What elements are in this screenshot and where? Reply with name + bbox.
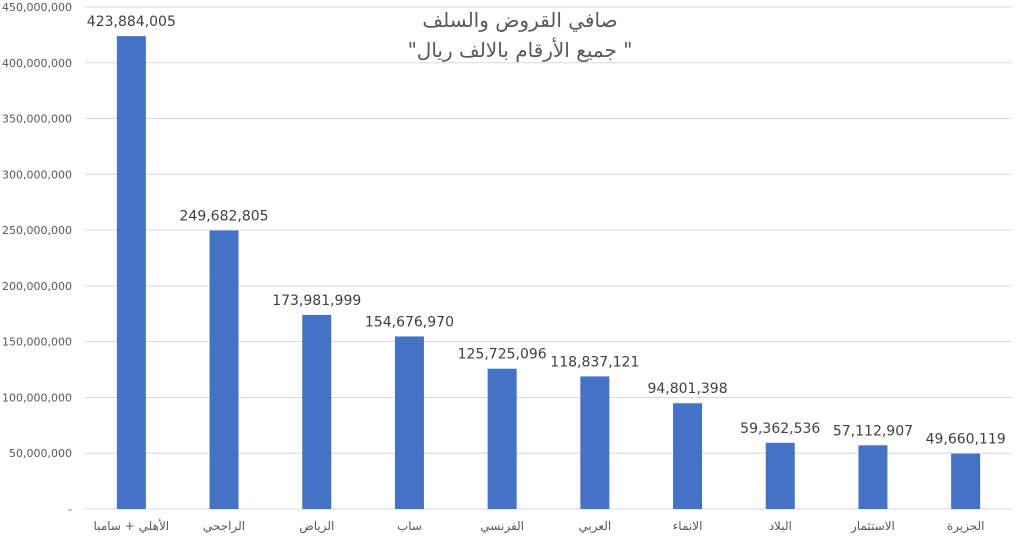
data-label: 173,981,999: [272, 293, 361, 309]
y-tick-label: 200,000,000: [2, 280, 72, 293]
bar: [673, 403, 703, 509]
y-tick-label: 350,000,000: [2, 113, 72, 126]
y-tick-label: -: [68, 503, 72, 516]
y-tick-label: 400,000,000: [2, 57, 72, 70]
x-tick-label: ساب: [397, 519, 422, 533]
data-label: 154,676,970: [365, 314, 454, 330]
x-tick-label: العربي: [578, 519, 611, 534]
y-tick-label: 250,000,000: [2, 224, 72, 237]
bar: [116, 36, 146, 509]
x-tick-label: الاستثمار: [850, 519, 895, 534]
bar: [858, 445, 888, 509]
y-tick-label: 100,000,000: [2, 391, 72, 404]
bar: [209, 230, 239, 509]
x-tick-label: الراجحي: [203, 519, 245, 534]
data-label: 49,660,119: [926, 432, 1006, 448]
x-tick-label: الأهلي + سامبا: [94, 518, 170, 533]
data-label: 249,682,805: [180, 208, 269, 224]
x-tick-label: الانماء: [673, 519, 703, 533]
y-tick-label: 150,000,000: [2, 336, 72, 349]
chart-subtitle: "جميع الأرقام بالالف ريال ": [407, 38, 633, 62]
chart-title: صافي القروض والسلف: [422, 8, 618, 32]
y-tick-label: 300,000,000: [2, 168, 72, 181]
data-label: 59,362,536: [740, 421, 820, 437]
y-tick-label: 450,000,000: [2, 1, 72, 14]
x-tick-label: الجزيرة: [947, 519, 985, 534]
x-tick-label: البلاد: [769, 519, 792, 533]
y-tick-label: 50,000,000: [9, 447, 72, 460]
x-tick-label: الرياض: [299, 519, 334, 534]
data-label: 57,112,907: [833, 423, 913, 439]
data-label: 423,884,005: [87, 14, 176, 30]
bar: [951, 453, 981, 509]
bar: [394, 336, 424, 509]
bar: [487, 368, 517, 509]
data-label: 118,837,121: [550, 354, 639, 370]
bar: [580, 376, 610, 509]
data-label: 125,725,096: [458, 347, 547, 363]
bar: [302, 314, 332, 509]
x-tick-label: الفرنسي: [480, 519, 524, 534]
data-label: 94,801,398: [647, 381, 727, 397]
bar: [765, 442, 795, 509]
